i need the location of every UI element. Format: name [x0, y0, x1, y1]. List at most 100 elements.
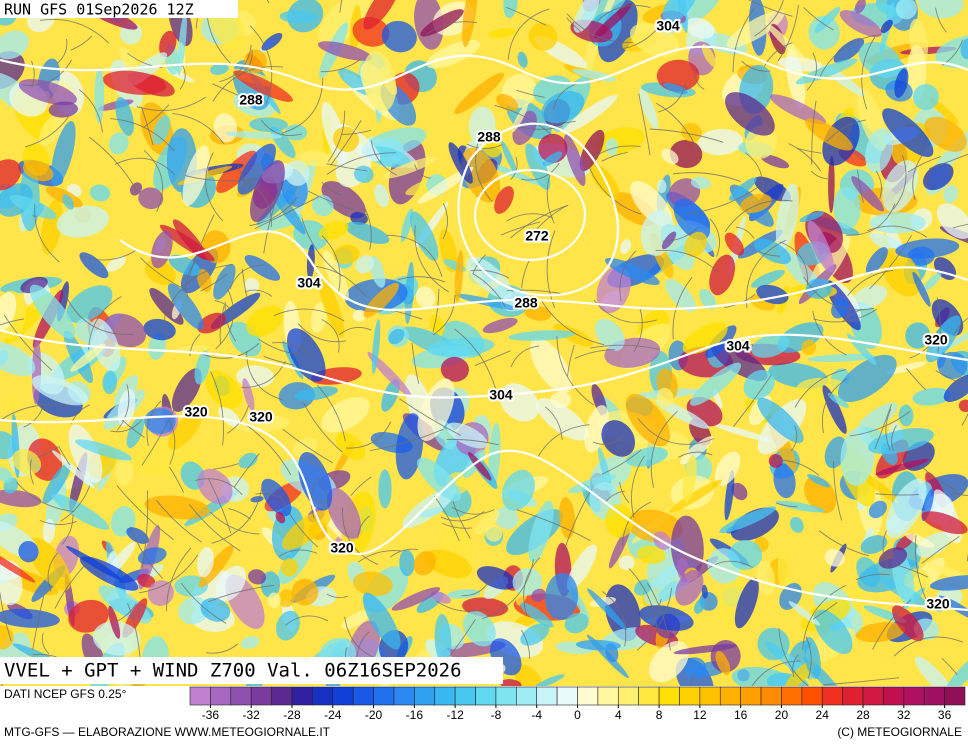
vvel-patch: [182, 145, 210, 206]
vvel-patch: [750, 269, 785, 288]
vvel-patch: [757, 397, 804, 444]
streamline: [919, 464, 957, 491]
vvel-patch: [317, 41, 373, 61]
vvel-patch: [886, 361, 927, 375]
vvel-patch: [799, 211, 824, 223]
vvel-patch: [341, 610, 371, 630]
colorbar-tick-label: 36: [938, 708, 952, 722]
streamline: [57, 38, 68, 64]
vvel-patch: [860, 535, 888, 554]
vvel-patch: [895, 238, 960, 259]
streamline: [54, 562, 88, 609]
streamline: [386, 234, 443, 277]
vvel-patch: [352, 309, 367, 322]
streamline: [224, 301, 237, 342]
vvel-patch: [760, 154, 790, 169]
streamline: [211, 488, 263, 544]
vvel-patch: [943, 374, 968, 402]
vvel-patch: [56, 205, 109, 238]
vvel-patch: [594, 3, 632, 39]
vvel-patch: [225, 131, 283, 140]
vvel-patch: [579, 129, 605, 172]
streamline: [891, 425, 897, 452]
vvel-patch: [152, 115, 171, 145]
vvel-patch: [0, 547, 36, 583]
vvel-patch: [681, 122, 702, 142]
vvel-patch: [929, 575, 968, 591]
vvel-patch: [261, 478, 292, 517]
streamline: [31, 60, 35, 87]
streamline: [451, 506, 495, 515]
streamline: [301, 217, 343, 277]
vvel-patch: [711, 342, 768, 381]
vvel-patch: [702, 33, 748, 55]
streamline: [803, 276, 875, 311]
vvel-patch: [350, 211, 368, 225]
streamline: [326, 593, 348, 599]
vvel-patch: [925, 315, 961, 363]
vvel-patch: [279, 10, 318, 24]
colorbar-tick-label: -4: [531, 708, 542, 722]
contour-line: [457, 122, 619, 297]
vvel-patch: [753, 238, 791, 265]
streamline: [39, 19, 110, 44]
contour-line: [119, 230, 968, 312]
streamline: [80, 249, 138, 261]
streamline: [164, 301, 170, 334]
streamline: [812, 602, 838, 620]
streamline: [892, 154, 907, 210]
vvel-patch: [604, 257, 660, 286]
vvel-patch: [905, 533, 935, 548]
streamline: [874, 404, 892, 450]
streamline: [510, 157, 518, 181]
vvel-patch: [381, 20, 417, 53]
footer-right: (C) METEOGIORNALE: [837, 725, 962, 739]
vvel-patch: [898, 404, 914, 427]
colorbar-swatch: [352, 686, 374, 706]
vvel-patch: [249, 117, 288, 133]
streamline: [746, 239, 786, 308]
streamline: [282, 428, 333, 464]
vvel-patch: [22, 160, 54, 182]
streamline: [771, 459, 820, 476]
streamline: [872, 599, 912, 650]
streamline: [78, 89, 103, 133]
vvel-patch: [382, 156, 437, 179]
streamline: [58, 445, 70, 466]
streamline: [249, 25, 273, 104]
contour-line: [473, 168, 587, 262]
colorbar-swatch: [454, 686, 476, 706]
vvel-patch: [440, 356, 469, 382]
streamline: [143, 104, 170, 128]
streamline: [321, 181, 343, 196]
vvel-patch: [726, 10, 785, 48]
colorbar-swatch: [393, 686, 415, 706]
streamline: [34, 203, 60, 263]
streamline: [16, 482, 75, 512]
streamline: [822, 378, 848, 433]
vvel-patch: [0, 30, 29, 60]
vvel-patch: [914, 656, 957, 686]
streamline: [482, 559, 535, 620]
streamline: [242, 49, 253, 73]
vvel-patch: [476, 566, 516, 590]
streamline: [869, 235, 912, 290]
vvel-patch: [637, 545, 666, 564]
vvel-patch: [740, 193, 772, 214]
streamline: [228, 508, 252, 520]
streamline: [638, 93, 651, 156]
streamline: [266, 0, 270, 4]
vvel-patch: [868, 500, 887, 519]
vvel-patch: [634, 579, 652, 596]
vvel-patch: [151, 230, 173, 269]
vvel-patch: [912, 387, 952, 406]
vvel-patch: [673, 644, 738, 655]
vvel-patch: [917, 0, 964, 19]
gpt-contours: [0, 45, 968, 612]
streamline: [70, 35, 93, 51]
vvel-patch: [929, 98, 959, 124]
streamline: [823, 677, 900, 686]
streamline: [141, 106, 154, 146]
colorbar-swatch: [250, 686, 272, 706]
streamline: [472, 273, 506, 308]
